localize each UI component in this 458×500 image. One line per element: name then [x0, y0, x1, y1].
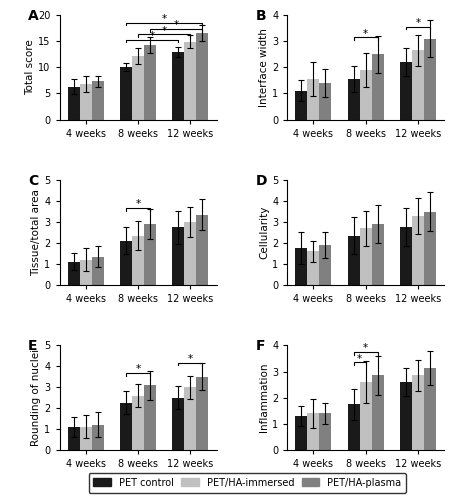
Bar [372, 224, 384, 285]
Bar [196, 377, 208, 450]
Bar [360, 382, 372, 450]
Text: *: * [363, 344, 368, 353]
Bar [196, 34, 208, 120]
Text: E: E [28, 339, 38, 353]
Bar [196, 214, 208, 285]
Y-axis label: Interface width: Interface width [259, 28, 269, 106]
Bar [132, 396, 144, 450]
Bar [144, 45, 156, 120]
Bar [319, 83, 332, 120]
Bar [412, 216, 424, 285]
Bar [307, 79, 319, 120]
Bar [120, 241, 132, 285]
Bar [172, 228, 185, 285]
Bar [185, 222, 196, 285]
Text: *: * [162, 26, 167, 36]
Y-axis label: Total score: Total score [25, 40, 35, 95]
Bar [68, 262, 80, 285]
Text: A: A [28, 8, 39, 22]
Bar [172, 52, 185, 120]
Bar [172, 398, 185, 450]
Bar [295, 91, 307, 120]
Bar [360, 228, 372, 285]
Bar [307, 252, 319, 285]
Text: *: * [188, 354, 193, 364]
Bar [144, 385, 156, 450]
Bar [360, 70, 372, 119]
Y-axis label: Tissue/total area: Tissue/total area [32, 189, 42, 276]
Bar [185, 42, 196, 119]
Bar [92, 425, 104, 450]
Bar [424, 212, 436, 285]
Text: B: B [256, 8, 267, 22]
Bar [348, 404, 360, 450]
Bar [319, 245, 332, 285]
Legend: PET control, PET/HA-immersed, PET/HA-plasma: PET control, PET/HA-immersed, PET/HA-pla… [88, 473, 406, 492]
Bar [144, 224, 156, 285]
Text: *: * [162, 14, 167, 24]
Text: *: * [363, 28, 368, 38]
Bar [319, 414, 332, 450]
Text: *: * [174, 20, 179, 30]
Text: *: * [357, 354, 362, 364]
Bar [80, 427, 92, 450]
Bar [92, 82, 104, 120]
Bar [424, 38, 436, 119]
Y-axis label: Rounding of nuclei: Rounding of nuclei [32, 349, 42, 446]
Bar [307, 414, 319, 450]
Bar [68, 427, 80, 450]
Text: D: D [256, 174, 267, 188]
Bar [132, 236, 144, 285]
Bar [412, 376, 424, 450]
Bar [412, 50, 424, 119]
Text: *: * [136, 364, 141, 374]
Bar [400, 228, 412, 285]
Y-axis label: Inflammation: Inflammation [259, 363, 269, 432]
Bar [185, 388, 196, 450]
Bar [80, 84, 92, 120]
Bar [400, 62, 412, 120]
Bar [92, 256, 104, 285]
Bar [295, 248, 307, 285]
Bar [348, 79, 360, 120]
Bar [132, 56, 144, 120]
Bar [120, 67, 132, 120]
Bar [348, 236, 360, 285]
Bar [80, 260, 92, 285]
Bar [68, 86, 80, 120]
Bar [120, 403, 132, 450]
Text: *: * [150, 31, 155, 41]
Bar [372, 54, 384, 120]
Text: F: F [256, 339, 265, 353]
Text: *: * [136, 199, 141, 209]
Text: *: * [415, 18, 420, 28]
Text: C: C [28, 174, 38, 188]
Y-axis label: Cellularity: Cellularity [259, 206, 269, 259]
Bar [372, 376, 384, 450]
Bar [400, 382, 412, 450]
Bar [424, 368, 436, 450]
Bar [295, 416, 307, 450]
